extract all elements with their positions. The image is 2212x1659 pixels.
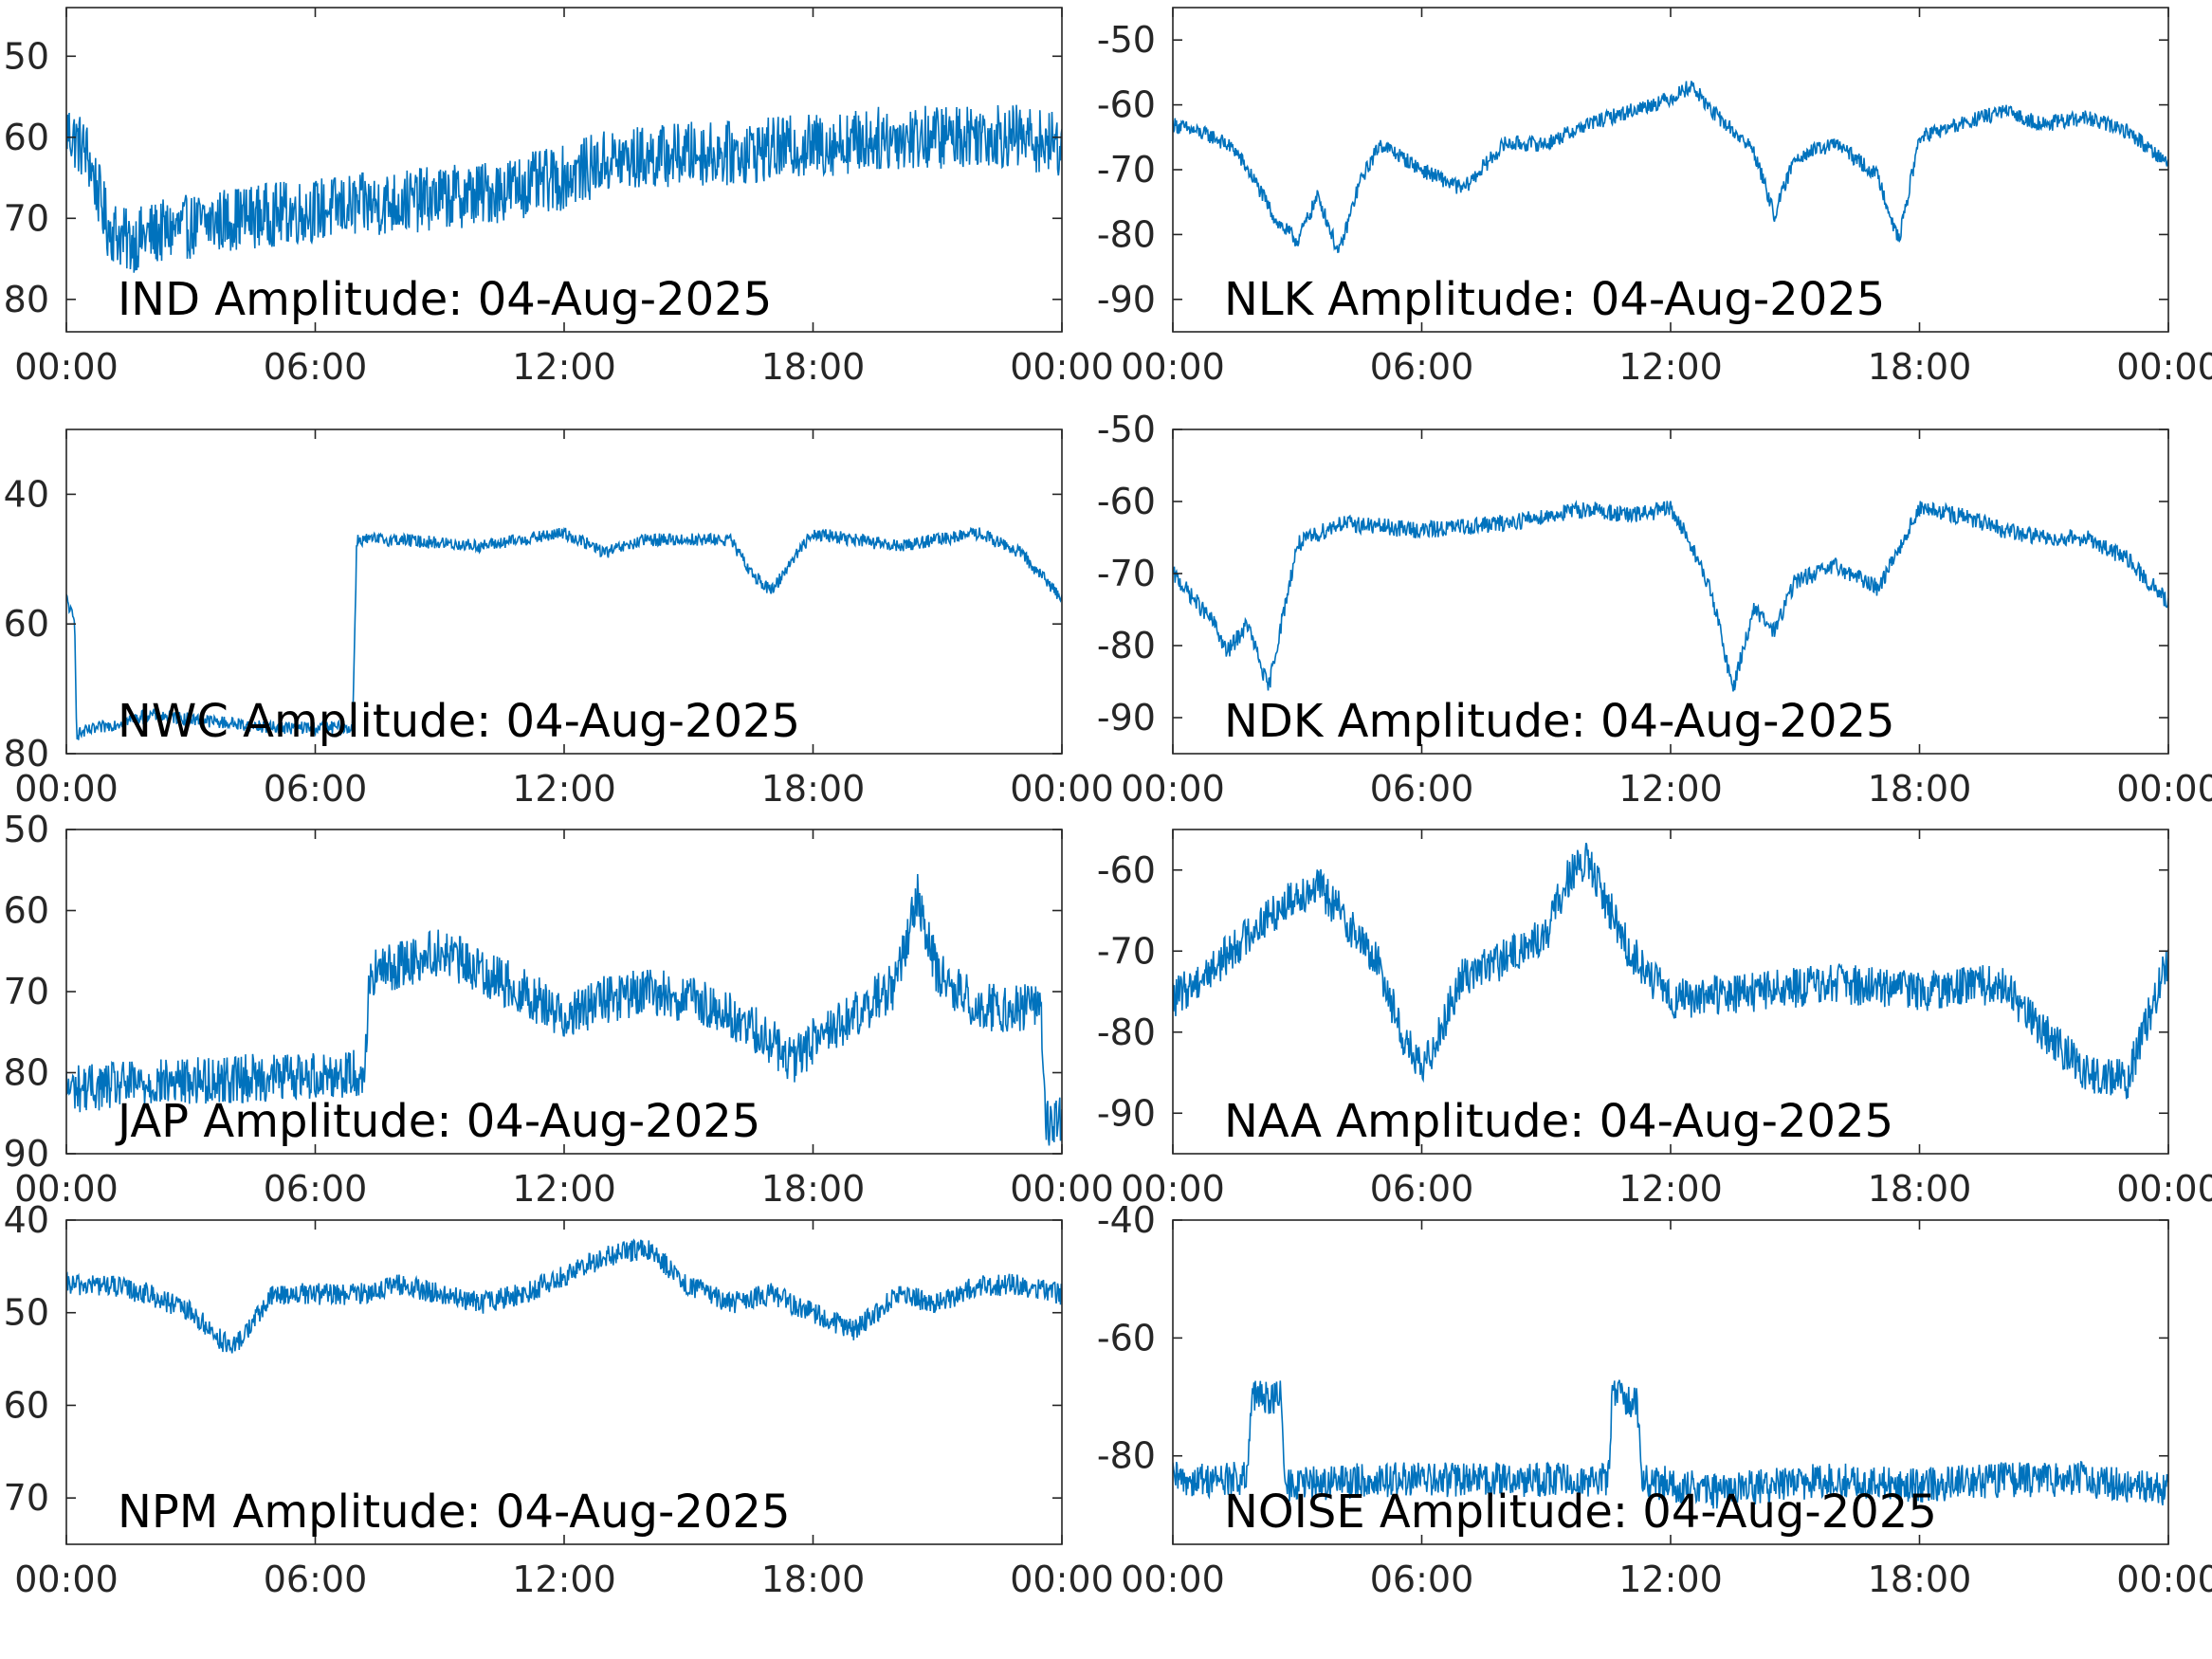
x-tick-label: 00:00: [14, 768, 119, 810]
y-tick-label: 50: [4, 809, 49, 850]
y-tick-label: -90: [1097, 279, 1156, 320]
x-tick-label: 06:00: [264, 346, 368, 388]
panel-naa: 00:00 06:00 12:00 18:00 00:00 -60 -70 -80 -90 NAA…: [1097, 829, 2212, 1210]
panel-ndk: 00:00 06:00 12:00 18:00 00:00 -50 -60 -70 -80 -90…: [1097, 409, 2212, 810]
x-tick-label: 00:00: [1121, 346, 1225, 388]
series-line-naa: [1173, 842, 2168, 1100]
y-tick-label: -60: [1097, 849, 1156, 891]
x-tick-label: 18:00: [1868, 1559, 1972, 1600]
y-tick-label: -40: [1097, 1199, 1156, 1241]
x-tick-label: 06:00: [1370, 1168, 1474, 1210]
x-tick-label: 18:00: [1868, 346, 1972, 388]
y-tick-label: 60: [4, 1384, 49, 1426]
x-tick-label: 00:00: [1010, 768, 1114, 810]
y-tick-label: -90: [1097, 697, 1156, 738]
x-tick-label: 06:00: [1370, 346, 1474, 388]
panel-title-ind: IND Amplitude: 04-Aug-2025: [118, 273, 772, 326]
x-tick-label: 06:00: [264, 1168, 368, 1210]
series-line-ndk: [1173, 500, 2168, 692]
x-tick-label: 00:00: [1010, 1168, 1114, 1210]
x-tick-label: 18:00: [1868, 768, 1972, 810]
panel-title-naa: NAA Amplitude: 04-Aug-2025: [1224, 1095, 1893, 1148]
y-tick-label: 70: [4, 971, 49, 1012]
y-tick-label: 60: [4, 117, 49, 158]
y-tick-label: 80: [4, 1052, 49, 1094]
y-tick-label: 80: [4, 279, 49, 320]
y-tick-label: 50: [4, 1292, 49, 1334]
panel-title-ndk: NDK Amplitude: 04-Aug-2025: [1224, 695, 1895, 748]
y-tick-label: -50: [1097, 409, 1156, 450]
panel-title-npm: NPM Amplitude: 04-Aug-2025: [118, 1486, 790, 1539]
panel-jap: 00:00 06:00 12:00 18:00 00:00 50 60 70 80 90 JAP A…: [4, 809, 1114, 1210]
x-tick-label: 00:00: [14, 1559, 119, 1600]
x-tick-label: 12:00: [512, 768, 616, 810]
panel-npm: 00:00 06:00 12:00 18:00 00:00 40 50 60 70 NPM Amp…: [4, 1199, 1114, 1600]
y-tick-label: -80: [1097, 1435, 1156, 1477]
y-tick-label: 70: [4, 197, 49, 239]
x-tick-label: 06:00: [1370, 1559, 1474, 1600]
y-tick-label: 50: [4, 35, 49, 77]
x-tick-label: 12:00: [512, 1168, 616, 1210]
x-tick-label: 00:00: [1121, 768, 1225, 810]
y-tick-label: 80: [4, 733, 49, 775]
x-tick-label: 18:00: [761, 1559, 866, 1600]
x-tick-label: 18:00: [761, 1168, 866, 1210]
series-line-jap: [66, 873, 1062, 1146]
y-tick-label: 90: [4, 1133, 49, 1175]
x-tick-label: 00:00: [1121, 1168, 1225, 1210]
y-tick-label: -50: [1097, 19, 1156, 61]
y-tick-label: 60: [4, 890, 49, 932]
y-tick-label: -60: [1097, 84, 1156, 126]
panel-title-nlk: NLK Amplitude: 04-Aug-2025: [1224, 273, 1885, 326]
y-tick-label: -70: [1097, 553, 1156, 594]
series-line-nwc: [66, 526, 1062, 740]
y-tick-label: -80: [1097, 1012, 1156, 1053]
x-tick-label: 06:00: [1370, 768, 1474, 810]
series-line-ind: [66, 104, 1062, 273]
panel-nwc: 00:00 06:00 12:00 18:00 00:00 40 60 80 NWC Ampli…: [4, 428, 1114, 810]
y-tick-label: 40: [4, 473, 49, 515]
x-tick-label: 12:00: [1618, 1559, 1723, 1600]
series-line-nlk: [1173, 81, 2168, 254]
x-tick-label: 00:00: [2116, 346, 2212, 388]
y-tick-label: 60: [4, 603, 49, 645]
series-line-npm: [66, 1238, 1062, 1354]
x-tick-label: 12:00: [512, 1559, 616, 1600]
y-tick-label: 70: [4, 1477, 49, 1519]
x-tick-label: 06:00: [264, 768, 368, 810]
x-tick-label: 00:00: [2116, 1168, 2212, 1210]
x-tick-label: 18:00: [1868, 1168, 1972, 1210]
x-tick-label: 12:00: [1618, 768, 1723, 810]
x-tick-label: 00:00: [1121, 1559, 1225, 1600]
y-tick-label: -80: [1097, 213, 1156, 255]
panel-noise: 00:00 06:00 12:00 18:00 00:00 -40 -60 -80 NOISE …: [1097, 1199, 2212, 1600]
x-tick-label: 00:00: [14, 1168, 119, 1210]
panel-nlk: 00:00 06:00 12:00 18:00 00:00 -50 -60 -70 -80 -90…: [1097, 7, 2212, 388]
x-tick-label: 00:00: [2116, 768, 2212, 810]
y-tick-label: -90: [1097, 1092, 1156, 1134]
panel-title-noise: NOISE Amplitude: 04-Aug-2025: [1224, 1486, 1937, 1539]
x-tick-label: 00:00: [1010, 346, 1114, 388]
x-tick-label: 06:00: [264, 1559, 368, 1600]
panel-title-nwc: NWC Amplitude: 04-Aug-2025: [118, 695, 800, 748]
y-tick-label: -70: [1097, 149, 1156, 191]
y-tick-label: -60: [1097, 481, 1156, 522]
x-tick-label: 00:00: [2116, 1559, 2212, 1600]
y-tick-label: -80: [1097, 625, 1156, 666]
y-tick-label: 40: [4, 1199, 49, 1241]
x-tick-label: 00:00: [1010, 1559, 1114, 1600]
x-tick-label: 12:00: [512, 346, 616, 388]
panel-ind: 00:00 06:00 12:00 18:00 00:00 50 60 70 80 IND Amp…: [4, 7, 1114, 388]
x-tick-label: 00:00: [14, 346, 119, 388]
y-tick-label: -60: [1097, 1317, 1156, 1358]
x-tick-label: 18:00: [761, 346, 866, 388]
x-tick-label: 12:00: [1618, 346, 1723, 388]
panel-title-jap: JAP Amplitude: 04-Aug-2025: [115, 1095, 760, 1148]
x-tick-label: 18:00: [761, 768, 866, 810]
series-line-noise: [1173, 1379, 2168, 1509]
x-tick-label: 12:00: [1618, 1168, 1723, 1210]
y-tick-label: -70: [1097, 930, 1156, 972]
